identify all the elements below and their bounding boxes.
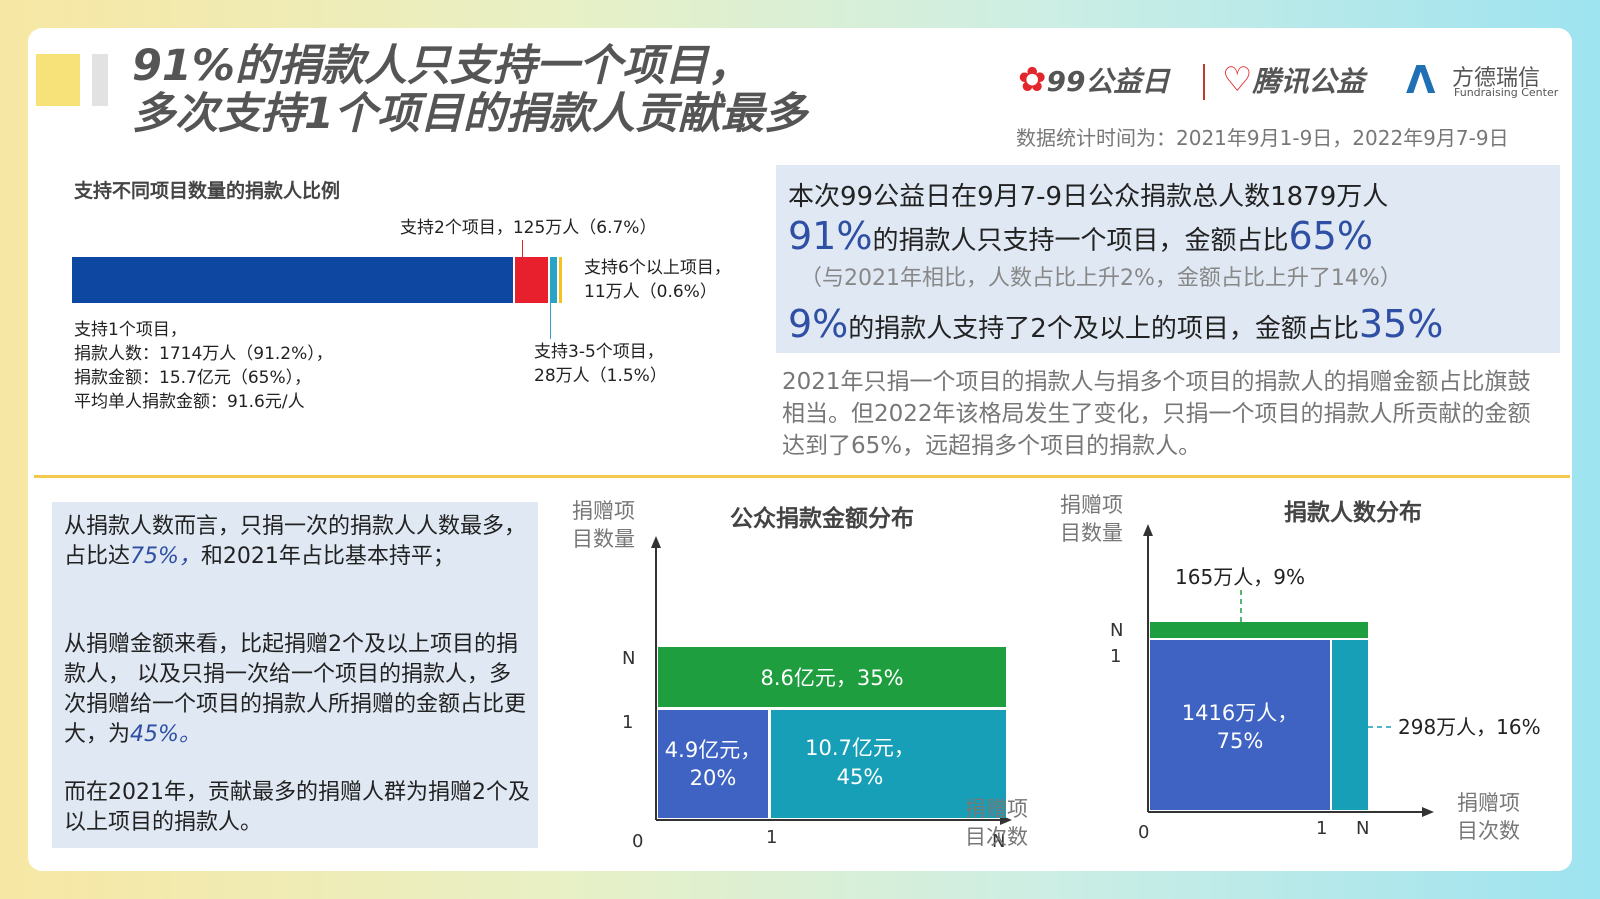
count-chart-x-tick-n: N	[1356, 818, 1369, 839]
amount-chart-ylabel-line1: 捐赠项	[572, 499, 635, 523]
label-one-project-line4: 平均单人捐款金额：91.6元/人	[74, 392, 305, 412]
count-cell-repeat-label: 298万人，16%	[1398, 715, 1541, 739]
amount-cell-repeat-label-2: 45%	[837, 765, 884, 789]
fundraising-center-icon: Λ	[1406, 58, 1436, 102]
summary-p1-text-b: 和2021年占比基本持平；	[200, 544, 455, 569]
summary-p2-text: 从捐赠金额来看，比起捐赠2个及以上项目的捐款人， 以及只捐一次给一个项目的捐款人…	[64, 632, 527, 747]
highlight-single-text: 的捐款人只支持一个项目，金额占比	[872, 226, 1289, 256]
count-chart-ylabel-line1: 捐赠项	[1060, 493, 1123, 517]
count-chart-y-tick-n: N	[1110, 620, 1123, 641]
summary-paragraph-1: 从捐款人数而言，只捐一次的捐款人人数最多，占比达75%，和2021年占比基本持平…	[64, 512, 530, 572]
donor-bar-segment-3	[549, 257, 558, 303]
count-chart-y-arrow	[1143, 524, 1153, 536]
amount-chart-y-tick-n: N	[622, 648, 635, 669]
count-chart-ylabel-line2: 目数量	[1060, 521, 1123, 545]
logo-99-text: 99公益日	[1046, 65, 1170, 98]
label-six-projects-line2: 11万人（0.6%）	[584, 282, 717, 302]
leader-two-projects	[522, 240, 523, 257]
donor-bar-segment-1	[72, 257, 514, 303]
amount-cell-single-repeat	[771, 710, 1006, 818]
amount-chart-ylabel-line2: 目数量	[572, 527, 635, 551]
summary-p1-emphasis: 75%，	[130, 544, 201, 569]
summary-paragraph-2: 从捐赠金额来看，比起捐赠2个及以上项目的捐款人， 以及只捐一次给一个项目的捐款人…	[64, 630, 530, 750]
amount-cell-once-label-1: 4.9亿元，	[665, 738, 761, 762]
count-chart-x-tick-1: 1	[1316, 818, 1327, 839]
label-three-projects-line1: 支持3-5个项目，	[534, 342, 664, 362]
heart-icon: ♡	[1222, 60, 1253, 100]
title-decor-yellow	[36, 54, 80, 106]
summary-paragraph-3: 而在2021年，贡献最多的捐赠人群为捐赠2个及以上项目的捐款人。	[64, 780, 530, 835]
date-range-note: 数据统计时间为：2021年9月1-9日，2022年9月7-9日	[1016, 126, 1509, 150]
amount-chart-y-tick-1: 1	[622, 712, 633, 733]
amount-chart-x-tick-1: 1	[766, 827, 777, 848]
logo-fd-english: Fundraising Center	[1454, 86, 1559, 99]
donor-bar-segment-4	[559, 257, 563, 303]
logo-tencent-text: 腾讯公益	[1252, 65, 1365, 98]
highlight-single-pct: 91%	[788, 214, 873, 258]
count-chart-xlabel-line2: 目次数	[1457, 819, 1520, 843]
highlight-box	[776, 165, 1560, 353]
page-title-line2: 多次支持1个项目的捐款人贡献最多	[132, 89, 807, 139]
highlight-yoy-note: （与2021年相比，人数占比上升2%，金额占比上升了14%）	[800, 266, 1402, 291]
highlight-multi-text: 的捐款人支持了2个及以上的项目，金额占比	[848, 314, 1359, 344]
amount-cell-repeat-label-1: 10.7亿元，	[805, 736, 915, 760]
count-chart-xlabel-line1: 捐赠项	[1457, 791, 1520, 815]
logo-divider	[1203, 64, 1205, 100]
highlight-multi-pct: 9%	[788, 302, 849, 346]
count-cell-single-repeat	[1332, 640, 1368, 810]
summary-p2-emphasis: 45%。	[130, 722, 201, 747]
count-cell-once-label-2: 75%	[1217, 729, 1264, 753]
summary-p1-text-a: 从捐款人数而言，只捐一次的捐款人人数最多，占比达	[64, 514, 527, 569]
label-one-project-line3: 捐款金额：15.7亿元（65%），	[74, 368, 312, 388]
count-chart-x-arrow	[1422, 807, 1434, 817]
section-divider	[34, 475, 1570, 478]
donor-bar-caption: 支持不同项目数量的捐款人比例	[74, 180, 341, 202]
leader-three-projects	[550, 303, 551, 339]
count-chart-x-tick-0: 0	[1138, 822, 1149, 843]
label-three-projects-line2: 28万人（1.5%）	[534, 366, 667, 386]
highlight-total-donors: 本次99公益日在9月7-9日公众捐款总人数1879万人	[788, 182, 1389, 212]
donor-bar-segment-2	[515, 257, 548, 303]
label-six-projects-line1: 支持6个以上项目，	[584, 258, 731, 278]
page-title-line1: 91%的捐款人只支持一个项目，	[132, 41, 751, 91]
label-two-projects: 支持2个项目，125万人（6.7%）	[400, 218, 657, 238]
count-chart-title: 捐款人数分布	[1284, 499, 1422, 526]
label-one-project-line1: 支持1个项目，	[74, 320, 187, 340]
title-decor-gray	[92, 54, 108, 106]
highlight-multi-project: 9%的捐款人支持了2个及以上的项目，金额占比35%	[788, 302, 1443, 346]
highlight-single-project: 91%的捐款人只支持一个项目，金额占比65%	[788, 214, 1373, 258]
comparison-paragraph: 2021年只捐一个项目的捐款人与捐多个项目的捐款人的捐赠金额占比旗鼓相当。但20…	[782, 369, 1531, 459]
highlight-multi-amount-pct: 35%	[1358, 302, 1444, 346]
amount-chart-title: 公众捐款金额分布	[730, 505, 914, 532]
amount-cell-once-label-2: 20%	[690, 766, 737, 790]
donor-count-distribution-chart: 捐赠项 目数量 捐款人数分布 165万人，9% 1416万人， 75% 298万人，1…	[1060, 493, 1541, 843]
count-cell-multi-label: 165万人，9%	[1175, 565, 1305, 589]
logo-fd-text: 方德瑞信	[1452, 66, 1541, 91]
amount-distribution-chart: 捐赠项 目数量 公众捐款金额分布 8.6亿元，35% 4.9亿元， 20% 10.7亿…	[572, 499, 1028, 852]
amount-cell-multi-projects	[658, 647, 1006, 707]
highlight-single-amount-pct: 65%	[1288, 214, 1373, 258]
amount-chart-y-arrow	[651, 536, 661, 548]
summary-box	[52, 502, 538, 848]
amount-cell-multi-label: 8.6亿元，35%	[760, 666, 903, 690]
amount-chart-xlabel-line1: 捐赠项	[965, 797, 1028, 821]
amount-chart-xlabel-line2: 目次数	[965, 825, 1028, 849]
amount-chart-x-tick-n: N	[992, 831, 1005, 852]
count-cell-once-label-1: 1416万人，	[1182, 701, 1298, 725]
label-one-project-line2: 捐款人数：1714万人（91.2%），	[74, 344, 333, 364]
logo-99-charity-day: ✿99公益日	[1018, 60, 1169, 100]
logo-tencent-charity: ♡腾讯公益	[1222, 60, 1365, 100]
count-cell-single-once	[1150, 640, 1330, 810]
flower-icon: ✿	[1018, 60, 1047, 100]
amount-cell-single-once	[658, 710, 768, 818]
count-cell-multi-projects	[1150, 622, 1368, 638]
count-chart-y-tick-1: 1	[1110, 646, 1121, 667]
amount-chart-x-tick-0: 0	[632, 831, 643, 852]
